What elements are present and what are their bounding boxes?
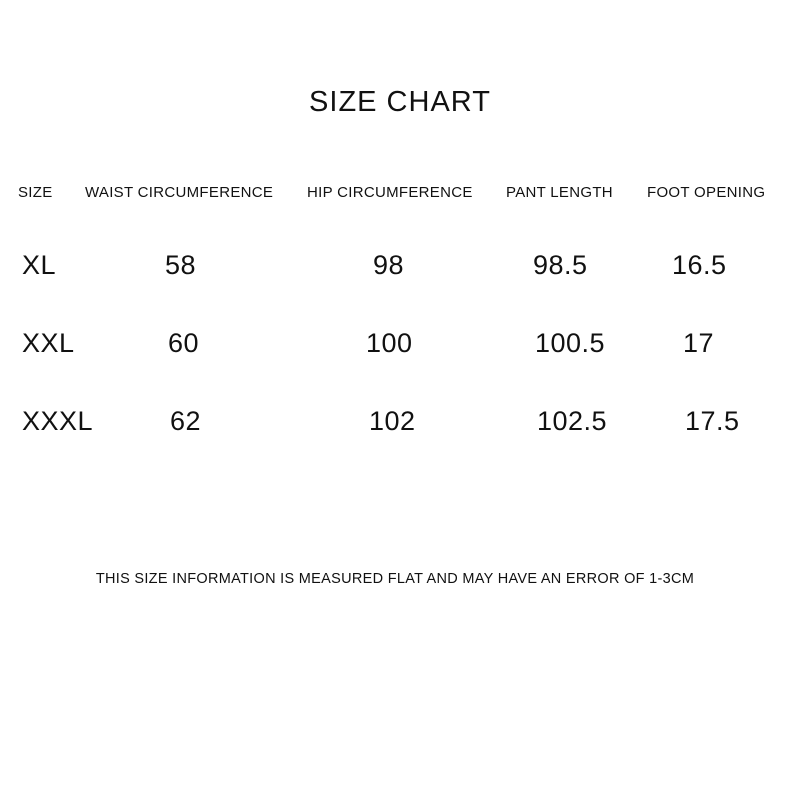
- header-pant-length: PANT LENGTH: [506, 184, 613, 201]
- header-foot-opening: FOOT OPENING: [647, 184, 766, 201]
- cell-size: XL: [22, 250, 57, 280]
- cell-hip: 98: [373, 250, 405, 280]
- cell-waist: 60: [168, 328, 200, 358]
- measurement-note: THIS SIZE INFORMATION IS MEASURED FLAT A…: [95, 571, 695, 587]
- header-size: SIZE: [18, 184, 53, 201]
- cell-waist: 62: [170, 406, 202, 436]
- header-waist: WAIST CIRCUMFERENCE: [85, 184, 274, 201]
- cell-hip: 102: [369, 406, 416, 436]
- cell-size: XXL: [22, 328, 75, 358]
- cell-pant-length: 98.5: [533, 250, 588, 280]
- cell-pant-length: 102.5: [537, 406, 608, 436]
- cell-waist: 58: [165, 250, 197, 280]
- cell-hip: 100: [366, 328, 413, 358]
- cell-foot-opening: 17: [683, 328, 715, 358]
- cell-foot-opening: 16.5: [672, 250, 727, 280]
- cell-pant-length: 100.5: [535, 328, 606, 358]
- header-hip: HIP CIRCUMFERENCE: [307, 184, 473, 201]
- cell-foot-opening: 17.5: [685, 406, 740, 436]
- page-title: SIZE CHART: [309, 86, 491, 118]
- cell-size: XXXL: [22, 406, 94, 436]
